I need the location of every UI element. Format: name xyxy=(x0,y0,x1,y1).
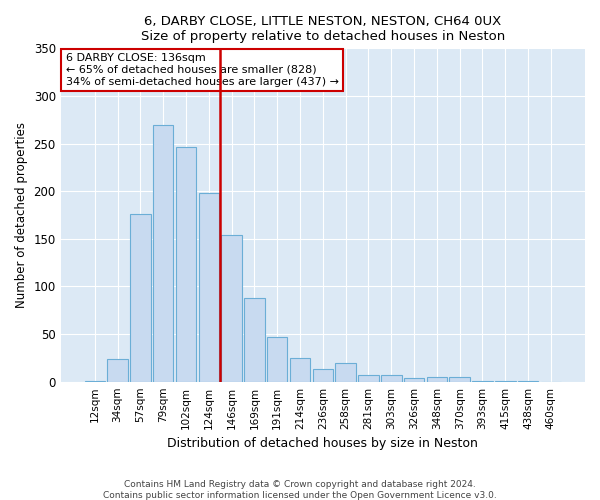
Bar xyxy=(153,124,173,382)
Bar xyxy=(221,235,242,382)
Bar xyxy=(427,377,447,382)
X-axis label: Distribution of detached houses by size in Neston: Distribution of detached houses by size … xyxy=(167,437,478,450)
Bar xyxy=(199,193,219,382)
Bar xyxy=(244,298,265,382)
Bar xyxy=(495,380,515,382)
Bar xyxy=(85,380,105,382)
Bar xyxy=(358,375,379,382)
Bar xyxy=(518,380,538,382)
Text: 6 DARBY CLOSE: 136sqm
← 65% of detached houses are smaller (828)
34% of semi-det: 6 DARBY CLOSE: 136sqm ← 65% of detached … xyxy=(66,54,339,86)
Bar xyxy=(313,370,333,382)
Y-axis label: Number of detached properties: Number of detached properties xyxy=(15,122,28,308)
Bar xyxy=(176,148,196,382)
Bar xyxy=(404,378,424,382)
Bar xyxy=(107,359,128,382)
Bar xyxy=(449,377,470,382)
Bar xyxy=(335,362,356,382)
Bar xyxy=(290,358,310,382)
Bar xyxy=(130,214,151,382)
Bar xyxy=(472,380,493,382)
Bar xyxy=(267,337,287,382)
Bar xyxy=(381,375,401,382)
Text: Contains HM Land Registry data © Crown copyright and database right 2024.
Contai: Contains HM Land Registry data © Crown c… xyxy=(103,480,497,500)
Title: 6, DARBY CLOSE, LITTLE NESTON, NESTON, CH64 0UX
Size of property relative to det: 6, DARBY CLOSE, LITTLE NESTON, NESTON, C… xyxy=(141,15,505,43)
